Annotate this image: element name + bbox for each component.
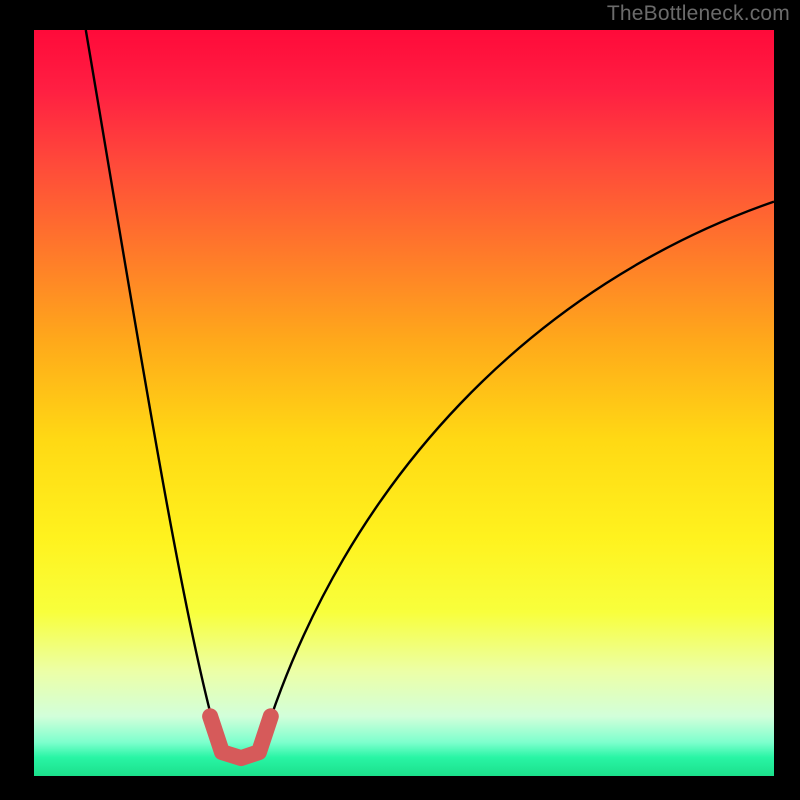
plot-area (34, 30, 774, 776)
curve-overlay (34, 30, 774, 776)
curve-left-branch (86, 30, 219, 745)
trough-marker (210, 716, 271, 758)
curve-right-branch (262, 202, 774, 745)
watermark-label: TheBottleneck.com (607, 2, 790, 26)
